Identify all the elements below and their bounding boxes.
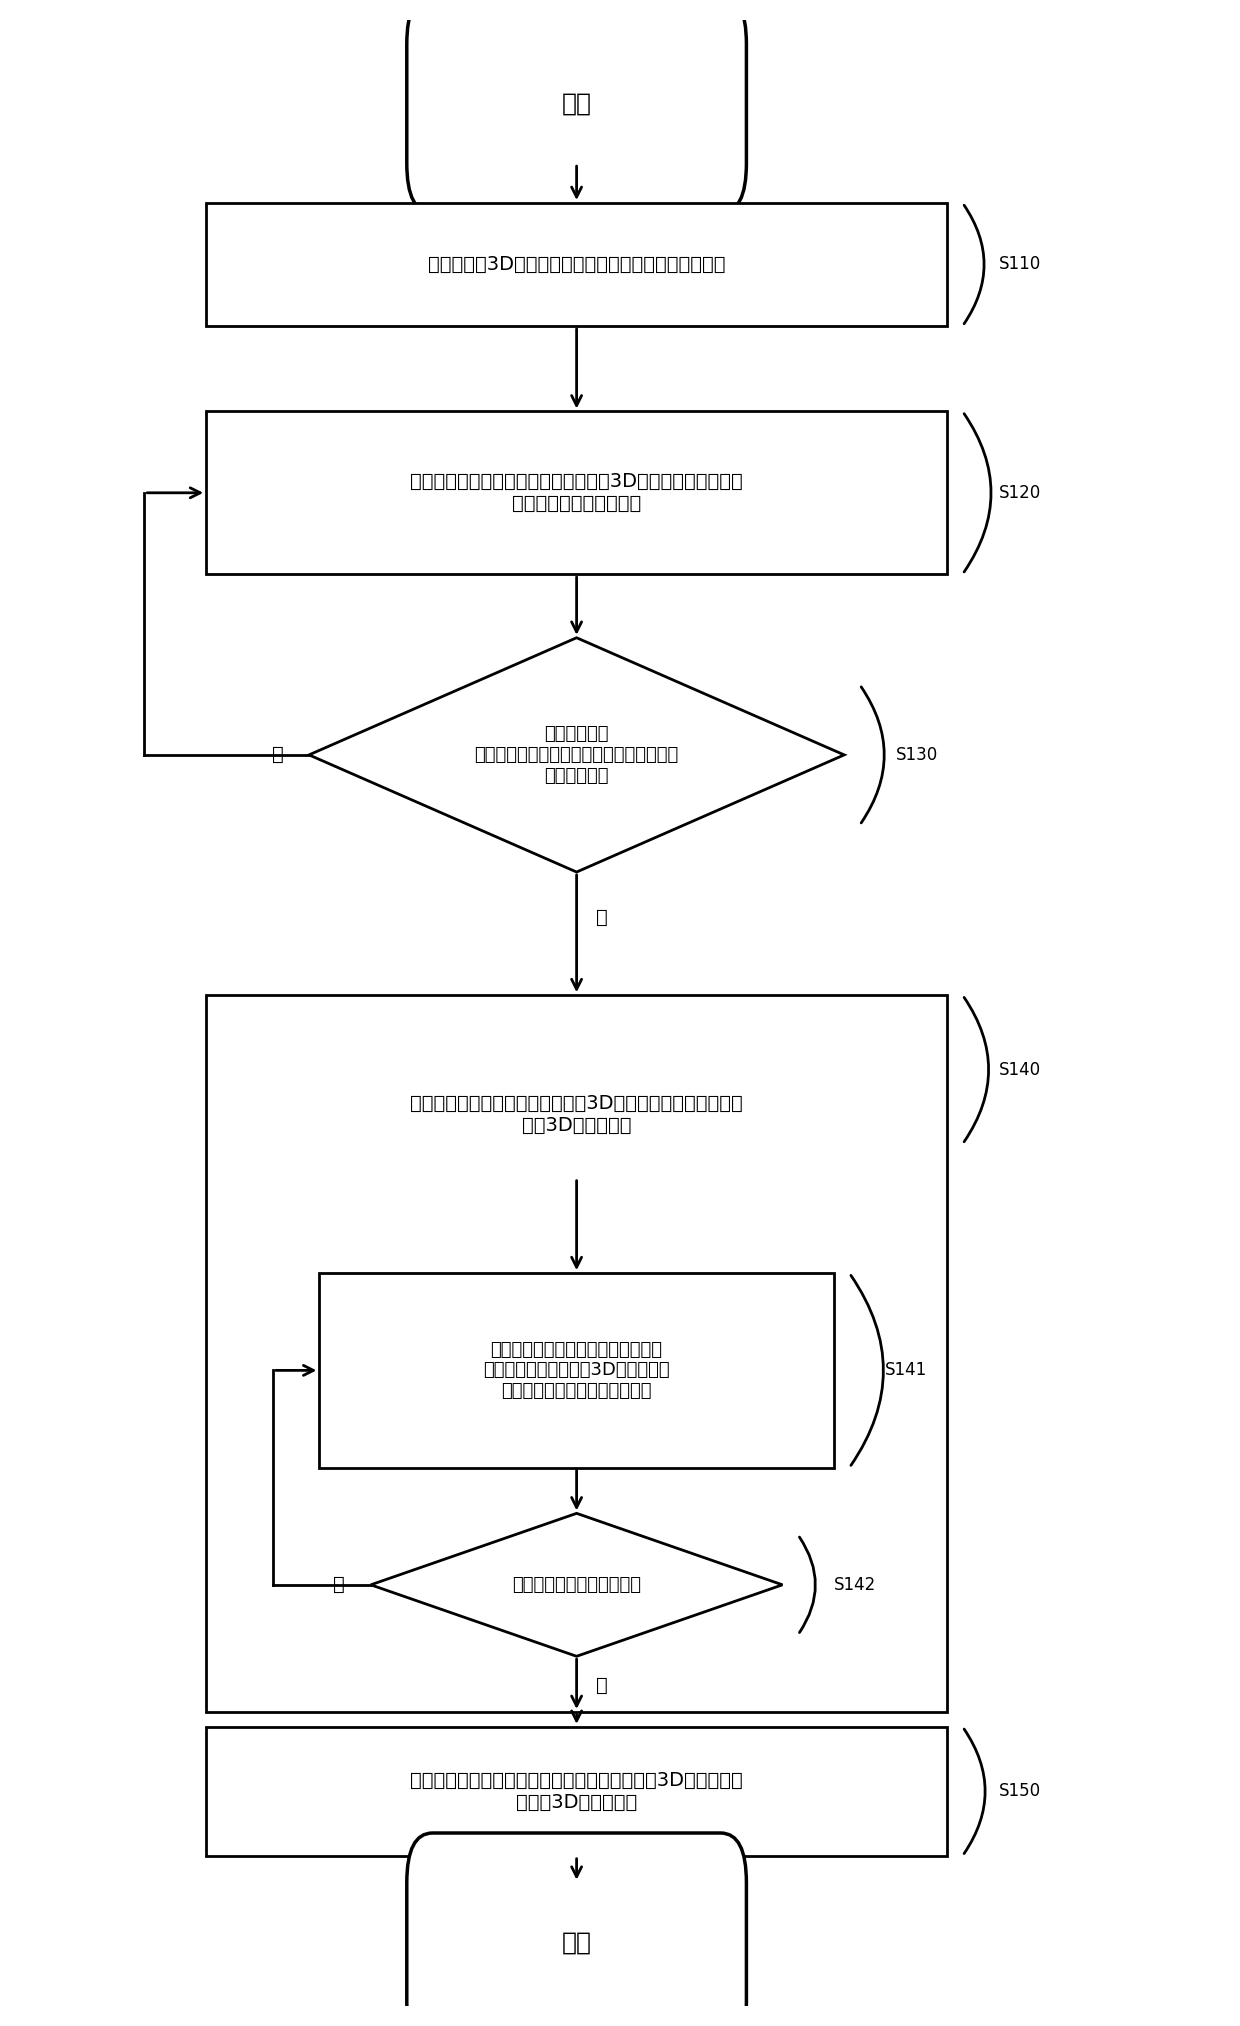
Text: 重复执行上述步骤，生成待打印模型队列中每个3D打印任务所
对应的3D模型布局图: 重复执行上述步骤，生成待打印模型队列中每个3D打印任务所 对应的3D模型布局图 — [410, 1771, 743, 1811]
Text: S120: S120 — [998, 484, 1040, 502]
Bar — [206, 411, 947, 573]
Bar — [206, 203, 947, 326]
FancyBboxPatch shape — [407, 0, 746, 213]
Text: 采用中心优先的尺寸匹配度算法对3D打印任务进行布局规划，
生成3D模型布局图: 采用中心优先的尺寸匹配度算法对3D打印任务进行布局规划， 生成3D模型布局图 — [410, 1094, 743, 1135]
Text: 判断模型放置方案是否合理: 判断模型放置方案是否合理 — [512, 1576, 641, 1594]
Text: 开始: 开始 — [562, 91, 591, 115]
Text: S110: S110 — [998, 255, 1040, 274]
Polygon shape — [309, 638, 844, 871]
FancyBboxPatch shape — [407, 1834, 746, 2026]
Polygon shape — [371, 1513, 782, 1657]
Text: 是: 是 — [596, 908, 608, 926]
Text: 结束: 结束 — [562, 1931, 591, 1955]
Text: 按照待打印模型队列，根据约束维度将3D打印任务分配至匹配
的打印机，生成匹配方案: 按照待打印模型队列，根据约束维度将3D打印任务分配至匹配 的打印机，生成匹配方案 — [410, 472, 743, 513]
Text: 采用中心优先的尺寸匹配度算法对单
个打印机所分配的多个3D打印任务进
行布局规划，生成模型放置方案: 采用中心优先的尺寸匹配度算法对单 个打印机所分配的多个3D打印任务进 行布局规划… — [484, 1341, 670, 1400]
Text: 否: 否 — [334, 1576, 345, 1594]
Text: 计算约束维度
的维度匹配度，并根据维度匹配度判断匹配
方案是否合理: 计算约束维度 的维度匹配度，并根据维度匹配度判断匹配 方案是否合理 — [475, 725, 678, 784]
Bar — [206, 1726, 947, 1856]
Text: 对接收到的3D打印任务进行排序，生成待打印模型队列: 对接收到的3D打印任务进行排序，生成待打印模型队列 — [428, 255, 725, 274]
Text: S142: S142 — [835, 1576, 877, 1594]
Text: 是: 是 — [596, 1676, 608, 1696]
Text: S141: S141 — [885, 1361, 928, 1380]
Bar — [320, 1272, 835, 1467]
Bar — [206, 995, 947, 1712]
Text: 否: 否 — [272, 746, 283, 764]
Text: S140: S140 — [998, 1060, 1040, 1078]
Text: S130: S130 — [895, 746, 937, 764]
Text: S150: S150 — [998, 1783, 1040, 1801]
